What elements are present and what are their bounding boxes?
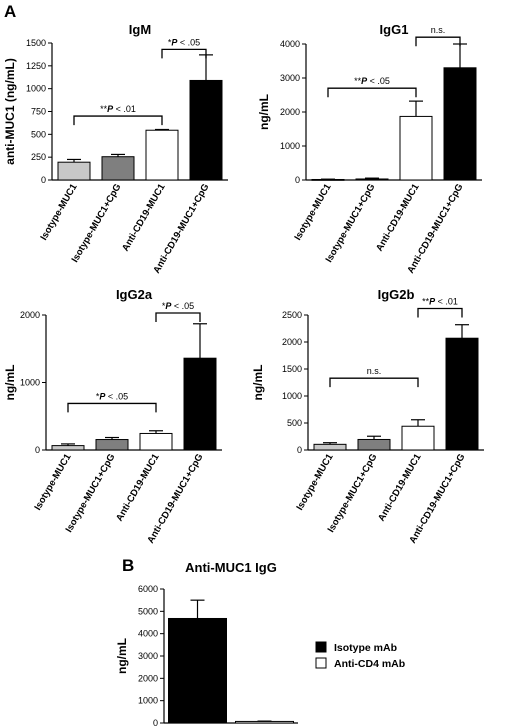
bar <box>145 129 179 181</box>
y-tick-label: 500 <box>31 129 46 139</box>
significance-label: n.s. <box>431 25 446 35</box>
bar <box>401 425 435 451</box>
panel-letter-a: A <box>4 2 16 21</box>
significance-bracket <box>417 307 463 318</box>
legend-swatch <box>315 641 327 653</box>
bar <box>189 79 223 181</box>
category-label: Isotype-MUC1+CpG <box>64 452 118 535</box>
bar <box>445 337 479 451</box>
significance-label: *P < .05 <box>162 301 194 311</box>
y-tick-label: 1000 <box>26 84 46 94</box>
significance-bracket <box>329 377 419 388</box>
y-tick-label: 750 <box>31 107 46 117</box>
panel-letter-b: B <box>122 556 134 575</box>
significance-bracket <box>161 48 207 59</box>
significance-bracket <box>73 115 163 126</box>
category-label: Anti-CD19-MUC1 <box>376 451 424 523</box>
y-tick-label: 0 <box>35 445 40 455</box>
significance-label: **P < .05 <box>354 76 390 86</box>
legend-swatch <box>315 657 327 669</box>
y-tick-label: 1000 <box>138 696 158 706</box>
y-tick-label: 250 <box>31 152 46 162</box>
y-tick-label: 2000 <box>20 310 40 320</box>
significance-label: **P < .01 <box>100 104 136 114</box>
y-tick-label: 4000 <box>280 39 300 49</box>
bar <box>51 445 85 451</box>
charts-layer: IgM anti-MUC1 (ng/mL) 0 250 500 750 1000 1250 15… <box>3 22 484 728</box>
y-tick-label: 5000 <box>138 606 158 616</box>
y-tick-label: 1500 <box>282 364 302 374</box>
bar <box>57 161 91 181</box>
y-tick-label: 3000 <box>138 651 158 661</box>
bar <box>357 438 391 451</box>
y-axis-label: ng/mL <box>257 94 271 130</box>
category-label: Isotype-MUC1+CpG <box>326 452 380 535</box>
y-axis-label: anti-MUC1 (ng/mL) <box>3 58 17 165</box>
y-tick-label: 3000 <box>280 73 300 83</box>
y-tick-label: 1000 <box>282 391 302 401</box>
significance-bracket <box>155 312 201 322</box>
chart-title: IgM <box>129 22 151 37</box>
significance-label: **P < .01 <box>422 297 458 307</box>
bar <box>399 115 433 181</box>
category-label: Anti-CD19-MUC1 <box>120 181 168 253</box>
chart-4: Anti-MUC1 IgG ng/mL 0 1000 2000 3000 4000 5000 6… <box>115 560 405 728</box>
y-tick-label: 1000 <box>20 378 40 388</box>
y-tick-label: 4000 <box>138 629 158 639</box>
y-axis-label: ng/mL <box>251 365 265 401</box>
y-tick-label: 0 <box>41 175 46 185</box>
chart-2: IgG2a ng/mL 0 1000 2000 Isotype-MUC1Isotype-M… <box>3 287 222 545</box>
y-tick-label: 1500 <box>26 38 46 48</box>
significance-bracket <box>327 87 417 98</box>
significance-bracket <box>415 36 461 47</box>
chart-title: IgG2b <box>378 287 415 302</box>
y-tick-label: 500 <box>287 418 302 428</box>
y-tick-label: 6000 <box>138 584 158 594</box>
significance-label: n.s. <box>367 366 382 376</box>
y-tick-label: 2000 <box>280 107 300 117</box>
significance-bracket <box>67 402 157 413</box>
category-label: Anti-CD19-MUC1 <box>374 181 422 253</box>
y-tick-label: 2000 <box>282 337 302 347</box>
y-tick-label: 0 <box>295 175 300 185</box>
y-tick-label: 2500 <box>282 310 302 320</box>
y-tick-label: 0 <box>297 445 302 455</box>
chart-title: IgG1 <box>380 22 409 37</box>
category-label: Isotype-MUC1 <box>32 451 74 512</box>
chart-title: Anti-MUC1 IgG <box>185 560 277 575</box>
category-label: Isotype-MUC1 <box>292 181 334 242</box>
y-tick-label: 1000 <box>280 141 300 151</box>
significance-label: *P < .05 <box>168 37 200 47</box>
legend-label: Anti-CD4 mAb <box>334 658 405 670</box>
y-axis-label: ng/mL <box>3 365 17 401</box>
y-axis-label: ng/mL <box>115 638 129 674</box>
legend-label: Isotype mAb <box>334 642 397 654</box>
bar <box>168 617 227 724</box>
chart-0: IgM anti-MUC1 (ng/mL) 0 250 500 750 1000 1250 15… <box>3 22 228 275</box>
bar <box>101 156 135 181</box>
bar <box>95 439 129 451</box>
bar <box>443 67 477 181</box>
category-label: Isotype-MUC1 <box>294 451 336 512</box>
bar <box>183 357 217 451</box>
y-tick-label: 0 <box>153 718 158 728</box>
category-label: Isotype-MUC1 <box>38 181 80 242</box>
significance-label: *P < .05 <box>96 391 128 401</box>
chart-3: IgG2b ng/mL 0 500 1000 1500 2000 2500 Isotype-MU… <box>251 287 484 545</box>
y-tick-label: 1250 <box>26 61 46 71</box>
bar <box>313 443 347 451</box>
chart-1: IgG1 ng/mL 0 1000 2000 3000 4000 Isotype-MUC1Is… <box>257 22 482 275</box>
chart-title: IgG2a <box>116 287 153 302</box>
bar <box>355 178 389 181</box>
bar <box>139 432 173 451</box>
category-label: Anti-CD19-MUC1 <box>114 451 162 523</box>
category-label: Isotype-MUC1+CpG <box>70 182 124 265</box>
category-label: Isotype-MUC1+CpG <box>324 182 378 265</box>
y-tick-label: 2000 <box>138 673 158 683</box>
